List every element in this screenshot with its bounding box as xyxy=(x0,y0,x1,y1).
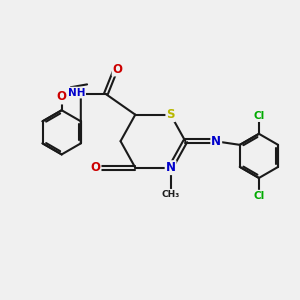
Text: N: N xyxy=(166,161,176,174)
Text: O: O xyxy=(57,91,67,103)
Text: Cl: Cl xyxy=(253,111,265,121)
Text: Cl: Cl xyxy=(253,190,265,201)
Text: NH: NH xyxy=(68,88,85,98)
Text: N: N xyxy=(211,135,221,148)
Text: O: O xyxy=(91,161,100,174)
Text: CH₃: CH₃ xyxy=(161,190,180,199)
Text: S: S xyxy=(167,108,175,121)
Text: O: O xyxy=(112,62,123,76)
